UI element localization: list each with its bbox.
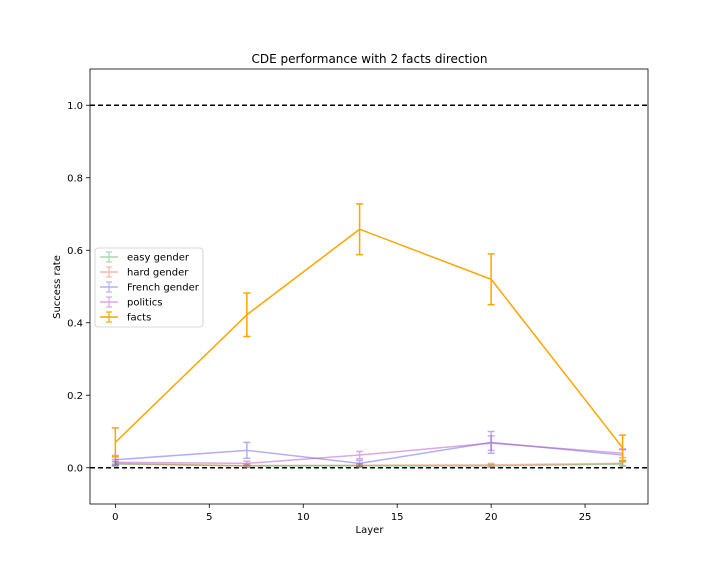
x-axis-label: Layer (356, 525, 385, 536)
legend-item: French gender (100, 281, 200, 294)
y-axis-label: Success rate (52, 255, 63, 319)
legend-label: French gender (127, 283, 200, 294)
legend-label: politics (127, 298, 162, 309)
y-tick-label-2: 0.4 (67, 318, 83, 329)
series-line (115, 442, 623, 465)
reference-lines (90, 104, 648, 469)
legend-swatch (100, 251, 118, 263)
chart-title: CDE performance with 2 facts direction (252, 52, 488, 66)
x-tick-label-1: 5 (206, 512, 212, 523)
legend-label: hard gender (127, 268, 189, 279)
y-tick-label-5: 1.0 (67, 101, 83, 112)
series-line (115, 441, 623, 465)
legend-label: easy gender (127, 253, 190, 264)
y-tick-label-3: 0.6 (67, 246, 83, 257)
x-tick-label-4: 20 (485, 512, 498, 523)
y-tick-label-0: 0.0 (67, 463, 83, 474)
plot-area-frame (89, 68, 649, 505)
x-tick-label-2: 10 (297, 512, 310, 523)
x-tick-label-0: 0 (112, 512, 118, 523)
legend: easy gender hard gender French gender polit… (94, 247, 204, 328)
series-french-gender (111, 430, 627, 468)
legend-item: hard gender (100, 266, 189, 279)
series-line (115, 462, 623, 467)
legend-item: facts (100, 311, 151, 324)
ticks-layer: 0 5 10 15 20 25 0.0 0.2 0.4 0.6 0.8 1.0 (67, 101, 591, 523)
legend-swatch (100, 281, 118, 293)
legend-item: politics (100, 296, 162, 309)
x-tick-label-5: 25 (579, 512, 592, 523)
x-tick-label-3: 15 (391, 512, 404, 523)
legend-item: easy gender (100, 251, 190, 264)
series-line (115, 463, 623, 467)
legend-swatch (100, 296, 118, 308)
series-facts (111, 203, 627, 462)
legend-box (94, 247, 204, 328)
legend-swatch (100, 311, 118, 323)
legend-label: facts (127, 313, 151, 324)
y-tick-label-1: 0.2 (67, 391, 83, 402)
legend-swatch (100, 266, 118, 278)
series-layer (111, 203, 627, 469)
series-politics (111, 435, 627, 467)
series-easy-gender (111, 461, 627, 469)
y-tick-label-4: 0.8 (67, 173, 83, 184)
series-hard-gender (111, 460, 627, 468)
